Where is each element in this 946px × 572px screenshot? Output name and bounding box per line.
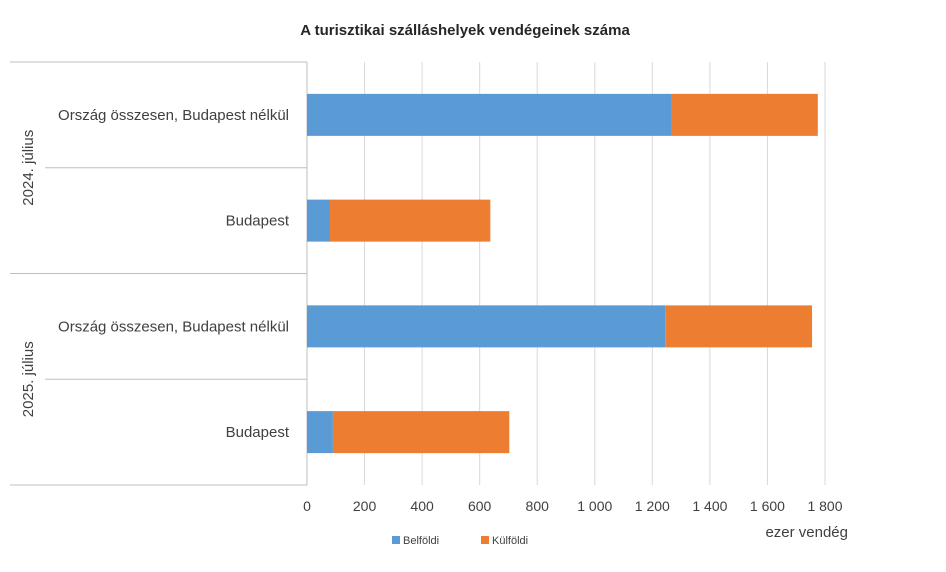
x-tick-label: 1 200 [635,498,670,514]
category-label: Budapest [226,424,290,441]
x-tick-label: 1 400 [692,498,727,514]
legend-label-külföldi: Külföldi [492,535,528,547]
x-tick-label: 400 [410,498,434,514]
bar-belföldi [307,93,672,136]
bar-külföldi [330,199,491,242]
legend-swatch-belföldi [392,536,400,544]
category-axis-frame [10,61,308,486]
legend-swatch-külföldi [481,536,489,544]
chart-title: A turisztikai szálláshelyek vendégeinek … [300,22,630,39]
x-tick-label: 1 800 [807,498,842,514]
x-tick-label: 600 [468,498,492,514]
x-tick-label: 1 000 [577,498,612,514]
bar-belföldi [307,411,333,454]
bar-külföldi [332,411,510,454]
x-axis-ticks: 0 200 400 600 800 1 000 1 200 1 400 1 600 1 800 [303,498,843,514]
bar-külföldi [671,93,818,136]
category-labels: Ország összesen, Budapest nélkül Budapest… [58,107,290,441]
bars [307,93,818,454]
legend: Belföldi Külföldi [392,535,528,547]
group-label: 2025. július [20,341,37,417]
x-axis-unit-label: ezer vendég [765,524,848,541]
category-label: Ország összesen, Budapest nélkül [58,107,289,124]
group-labels: 2024. július 2025. július [20,130,37,417]
group-label: 2024. július [20,130,37,206]
x-tick-label: 1 600 [750,498,785,514]
x-tick-label: 200 [353,498,377,514]
x-tick-label: 0 [303,498,311,514]
x-tick-label: 800 [526,498,550,514]
category-label: Budapest [226,213,290,230]
legend-label-belföldi: Belföldi [403,535,439,547]
category-label: Ország összesen, Budapest nélkül [58,318,289,335]
bar-belföldi [307,199,331,242]
bar-külföldi [665,305,813,348]
bar-belföldi [307,305,666,348]
